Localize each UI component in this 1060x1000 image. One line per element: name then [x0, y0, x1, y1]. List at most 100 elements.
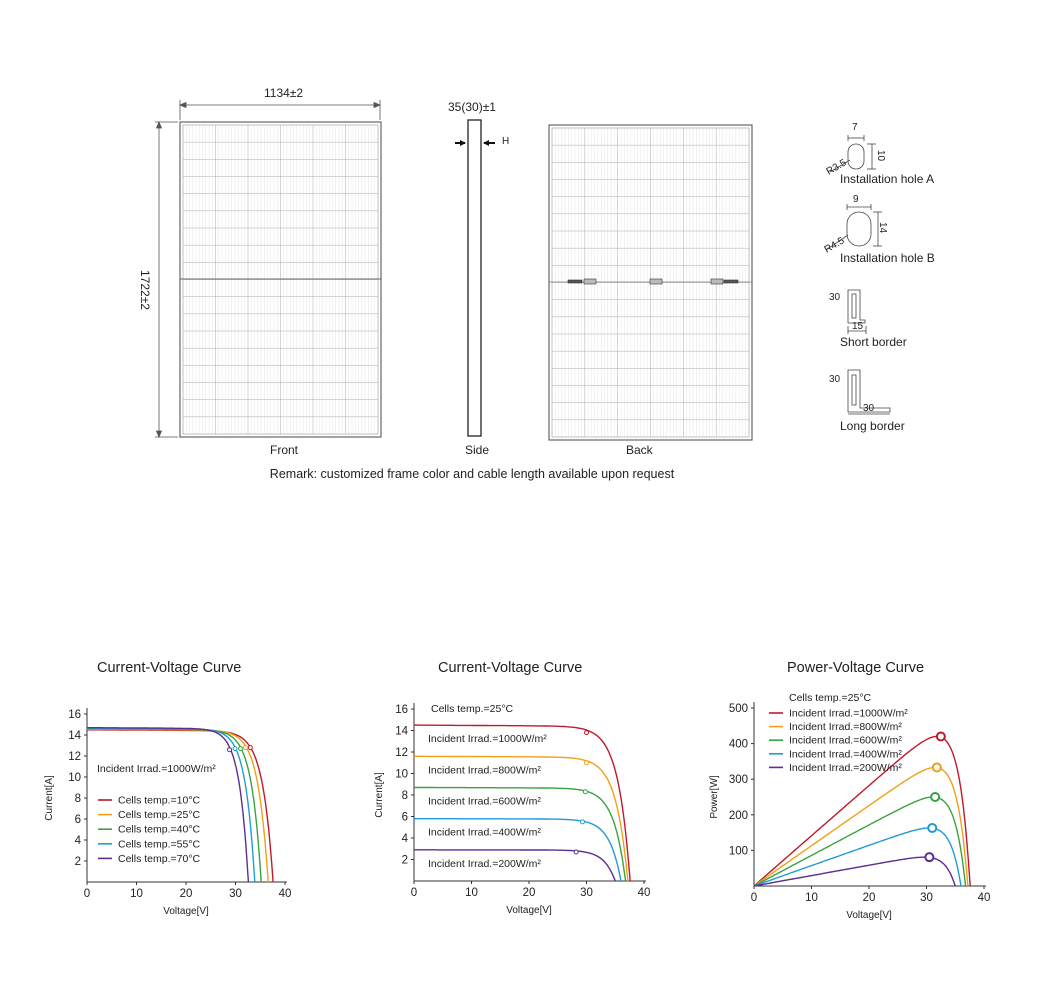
x-tick-label: 20 — [180, 888, 193, 900]
mpp-marker-5 — [573, 849, 579, 855]
series-line-5 — [87, 727, 250, 883]
y-tick-label: 4 — [75, 835, 82, 847]
y-tick-label: 8 — [75, 793, 81, 805]
x-axis-label: Voltage[V] — [163, 906, 209, 917]
series-line-2 — [414, 755, 629, 882]
y-tick-label: 100 — [729, 845, 748, 857]
thickness-dimension-label: 35(30)±1 — [448, 100, 496, 114]
y-tick-label: 16 — [68, 709, 81, 721]
mpp-marker-1 — [584, 730, 589, 736]
x-axis-label: Voltage[V] — [846, 910, 892, 921]
module-drawing — [155, 100, 891, 441]
series-label-4: Incident Irrad.=400W/m² — [428, 827, 541, 839]
chart-3-title: Power-Voltage Curve — [787, 660, 925, 676]
x-tick-label: 10 — [805, 892, 818, 904]
series-line-3 — [414, 786, 627, 882]
pv-curve-irradiance-chart: 0 10 20 30 40 100 200 300 400 500 Voltage[V] Power[… — [709, 692, 990, 921]
series-line-4 — [414, 818, 622, 882]
legend-label-4: Incident Irrad.=400W/m² — [789, 748, 902, 760]
y-tick-label: 2 — [402, 855, 408, 867]
y-tick-label: 10 — [68, 772, 81, 784]
iv-curve-temperature-chart: 0 10 20 30 40 2 4 6 8 10 12 14 16 Voltage[V] Current[A… — [44, 708, 291, 917]
mpp-marker-4 — [927, 822, 938, 833]
x-tick-label: 20 — [863, 892, 876, 904]
legend-label-4: Cells temp.=55°C — [118, 838, 201, 850]
series-line-1 — [753, 735, 971, 887]
mpp-marker-2 — [584, 760, 589, 766]
hole-a-name: Installation hole A — [840, 172, 935, 186]
side-view — [455, 119, 495, 437]
mpp-marker-3 — [237, 746, 243, 752]
mpp-marker-5 — [924, 852, 935, 863]
x-tick-label: 20 — [523, 887, 536, 899]
y-tick-label: 4 — [402, 833, 409, 845]
y-tick-label: 16 — [395, 704, 408, 716]
y-axis-label: Current[A] — [44, 775, 55, 821]
mpp-marker-1 — [247, 745, 253, 751]
mpp-marker-3 — [930, 792, 941, 802]
legend-label-3: Incident Irrad.=600W/m² — [789, 735, 902, 747]
x-tick-label: 10 — [465, 887, 478, 899]
legend-label-2: Cells temp.=25°C — [118, 809, 201, 821]
series-line-1 — [414, 724, 631, 882]
long-border-drawing — [847, 369, 891, 415]
x-tick-label: 40 — [638, 887, 651, 899]
legend-label-1: Incident Irrad.=1000W/m² — [789, 708, 908, 720]
junction-boxes — [567, 278, 739, 285]
y-tick-label: 14 — [395, 726, 408, 738]
y-tick-label: 200 — [729, 810, 748, 822]
hole-b-width: 9 — [853, 194, 859, 205]
mpp-marker-1 — [935, 731, 946, 742]
legend-label-1: Cells temp.=10°C — [118, 795, 201, 807]
chart-2-title: Current-Voltage Curve — [438, 660, 583, 676]
y-tick-label: 6 — [402, 812, 408, 824]
x-tick-label: 0 — [84, 888, 90, 900]
y-tick-label: 500 — [729, 703, 748, 715]
annotation-text: Cells temp.=25°C — [431, 703, 514, 715]
annotation-text: Cells temp.=25°C — [789, 692, 872, 704]
annotation-text: Incident Irrad.=1000W/m² — [97, 763, 216, 775]
y-tick-label: 400 — [729, 739, 748, 751]
mpp-marker-3 — [582, 789, 588, 795]
front-label: Front — [270, 443, 299, 457]
mpp-marker-2 — [242, 745, 248, 751]
hole-b-name: Installation hole B — [840, 251, 935, 265]
mpp-marker-4 — [232, 746, 238, 752]
series-line-5 — [414, 849, 616, 882]
remark-text: Remark: customized frame color and cable… — [269, 467, 675, 481]
y-tick-label: 12 — [68, 751, 81, 763]
series-label-2: Incident Irrad.=800W/m² — [428, 764, 541, 776]
mpp-marker-5 — [227, 747, 233, 753]
x-tick-label: 30 — [229, 888, 242, 900]
front-panel — [179, 121, 382, 438]
y-tick-label: 14 — [68, 730, 81, 742]
height-dimension-label: 1722±2 — [138, 270, 152, 310]
iv-curve-irradiance-chart: 0 10 20 30 40 2 4 6 8 10 12 14 16 Voltage[V] Current[A… — [374, 703, 651, 916]
short-border-width: 15 — [852, 321, 864, 332]
series-line-3 — [753, 796, 967, 887]
y-tick-label: 12 — [395, 747, 408, 759]
y-axis-label: Current[A] — [374, 772, 385, 818]
width-dimension-label: 1134±2 — [264, 86, 304, 100]
legend-label-3: Cells temp.=40°C — [118, 824, 201, 836]
width-dimension — [178, 100, 382, 120]
long-border-height: 30 — [829, 374, 841, 385]
x-tick-label: 30 — [920, 892, 933, 904]
hole-a-width: 7 — [852, 122, 858, 133]
mpp-marker-4 — [579, 819, 585, 825]
hole-b-height: 14 — [877, 222, 888, 234]
x-tick-label: 30 — [580, 887, 593, 899]
long-border-width: 30 — [863, 403, 875, 414]
y-axis-label: Power[W] — [709, 775, 720, 819]
installation-hole-a-drawing — [829, 135, 876, 173]
back-label: Back — [626, 443, 653, 457]
x-tick-label: 0 — [411, 887, 417, 899]
x-tick-label: 10 — [130, 888, 143, 900]
y-tick-label: 300 — [729, 774, 748, 786]
series-line-4 — [753, 827, 962, 887]
y-tick-label: 8 — [402, 790, 408, 802]
y-tick-label: 6 — [75, 814, 81, 826]
h-mark-label: H — [502, 136, 510, 147]
legend-label-5: Cells temp.=70°C — [118, 853, 201, 865]
installation-hole-b-drawing — [825, 204, 882, 251]
